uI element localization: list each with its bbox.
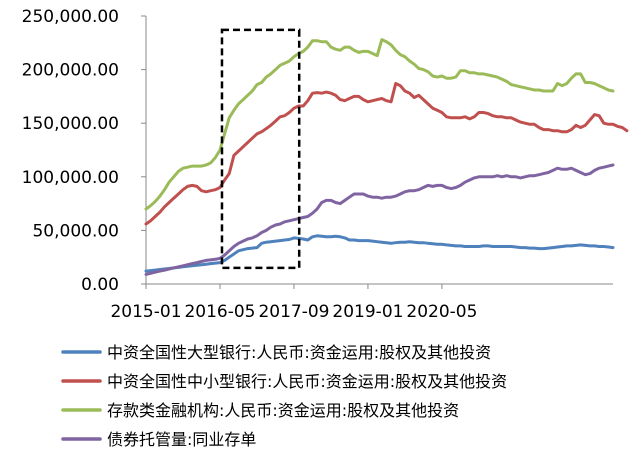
y-tick-label: 200,000.00 (22, 61, 119, 81)
highlight-box (220, 28, 301, 270)
plot-area (144, 28, 629, 276)
legend-label-3: 存款类金融机构:人民币:资金运用:股权及其他投资 (107, 401, 459, 420)
series-line-2 (144, 82, 629, 226)
legend-label-1: 中资全国性大型银行:人民币:资金运用:股权及其他投资 (107, 343, 491, 362)
series-line-4 (144, 163, 615, 276)
x-tick-label: 2020-05 (406, 302, 477, 322)
legend-label-2: 中资全国性中小型银行:人民币:资金运用:股权及其他投资 (107, 372, 507, 391)
series-line-3 (144, 38, 615, 211)
y-tick-label: 100,000.00 (22, 168, 119, 188)
y-tick-label: 0.00 (81, 275, 119, 295)
x-tick-label: 2016-05 (184, 302, 255, 322)
y-tick-label: 250,000.00 (22, 7, 119, 27)
series-line-1 (144, 234, 615, 273)
y-axis: 0.00 50,000.00 100,000.00 150,000.00 200,000… (22, 7, 147, 295)
legend-label-4: 债券托管量:同业存单 (107, 430, 256, 449)
y-tick-label: 150,000.00 (22, 114, 119, 134)
y-tick-label: 50,000.00 (32, 221, 119, 241)
x-axis: 2015-01 2016-05 2017-09 2019-01 2020-05 (110, 283, 613, 322)
legend: 中资全国性大型银行:人民币:资金运用:股权及其他投资中资全国性中小型银行:人民币… (61, 343, 507, 449)
x-tick-label: 2015-01 (110, 302, 181, 322)
x-tick-label: 2017-09 (258, 302, 329, 322)
x-tick-label: 2019-01 (332, 302, 403, 322)
